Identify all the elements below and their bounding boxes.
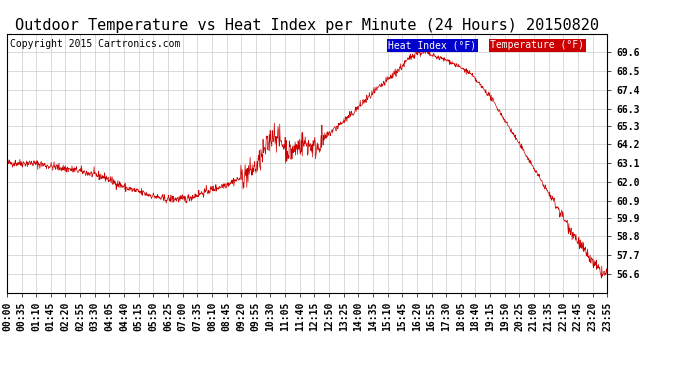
Title: Outdoor Temperature vs Heat Index per Minute (24 Hours) 20150820: Outdoor Temperature vs Heat Index per Mi… [15, 18, 599, 33]
Text: Heat Index (°F): Heat Index (°F) [388, 40, 476, 50]
Text: Temperature (°F): Temperature (°F) [490, 40, 584, 50]
Text: Copyright 2015 Cartronics.com: Copyright 2015 Cartronics.com [10, 39, 180, 49]
